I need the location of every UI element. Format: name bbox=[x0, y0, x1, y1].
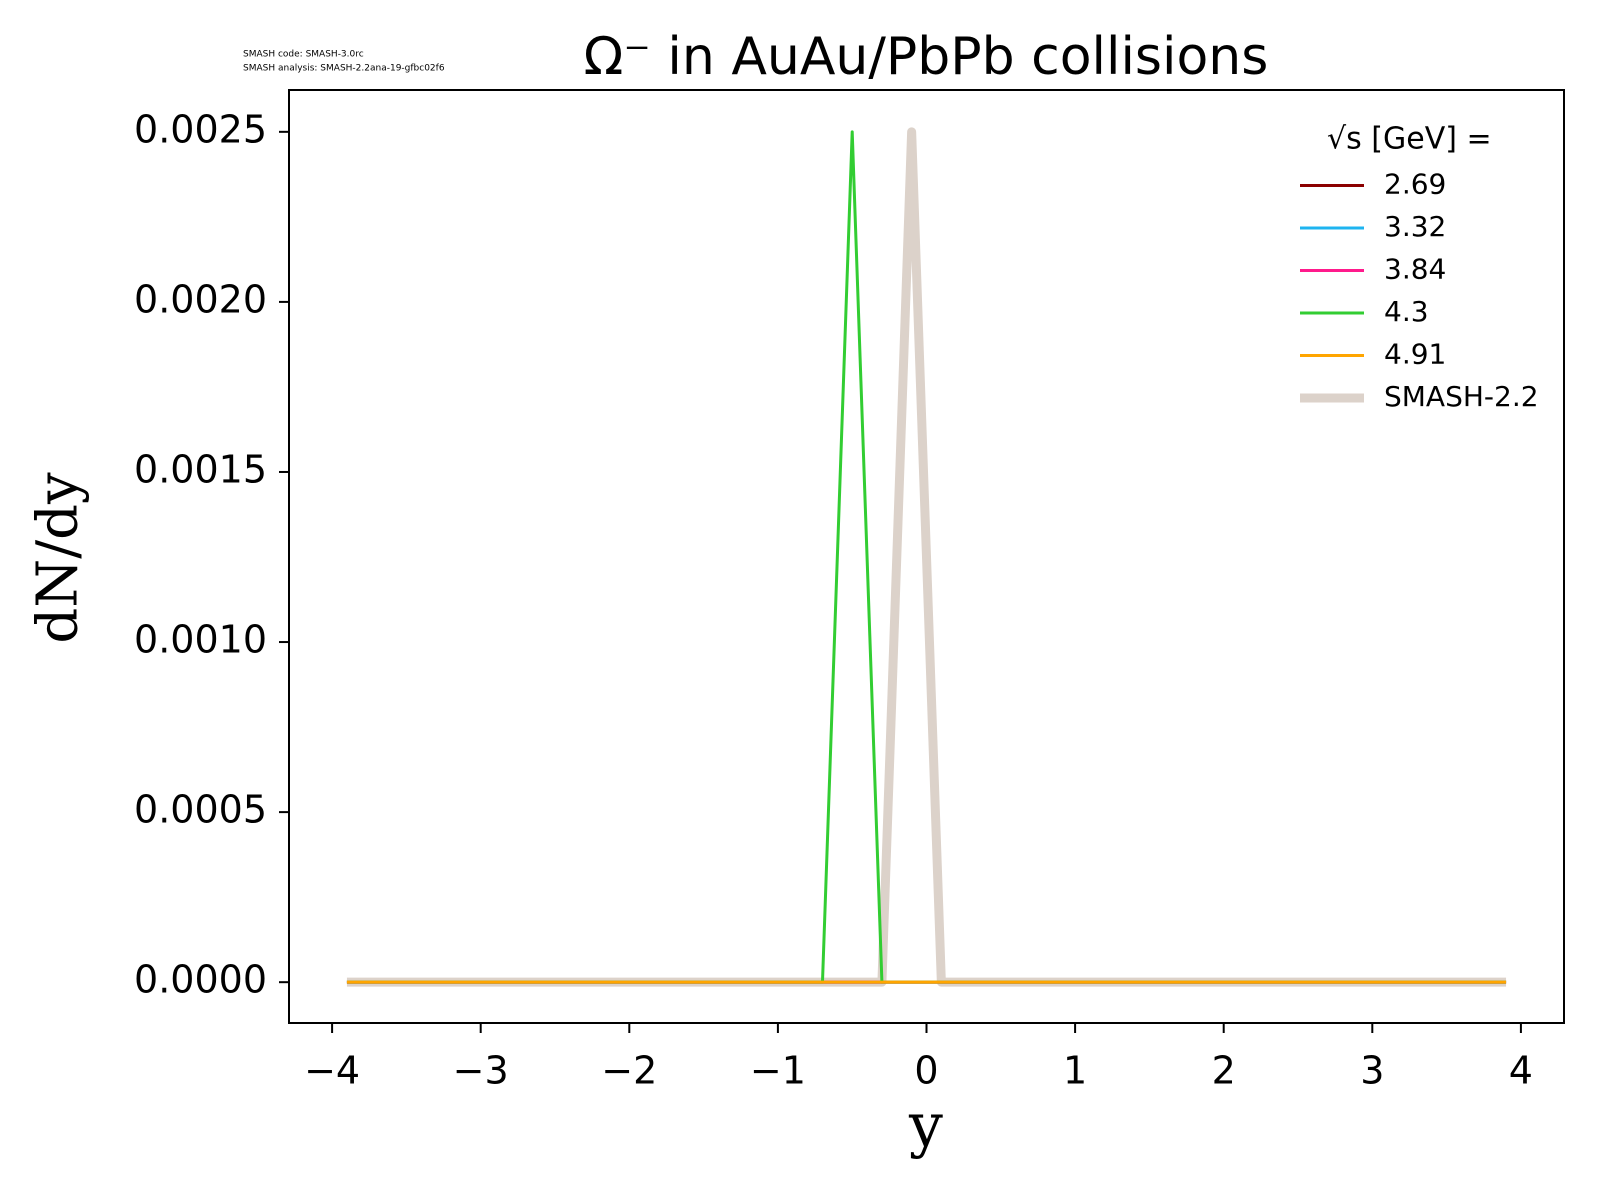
x-tick-label: −3 bbox=[453, 1049, 509, 1093]
y-tick-label: 0.0005 bbox=[134, 788, 267, 832]
x-tick-label: 1 bbox=[1063, 1049, 1087, 1093]
legend-label: SMASH-2.2 bbox=[1384, 380, 1539, 413]
x-tick-label: −4 bbox=[304, 1049, 360, 1093]
y-tick-label: 0.0010 bbox=[134, 618, 267, 662]
legend: √s [GeV] = 2.69 3.32 3.84 4.3 4.91 SMASH-2.2 bbox=[1300, 122, 1539, 413]
x-tick-label: 3 bbox=[1360, 1049, 1384, 1093]
legend-title: √s [GeV] = bbox=[1327, 122, 1492, 157]
y-tick-label: 0.0025 bbox=[134, 107, 267, 151]
y-axis-label: dN/dy bbox=[26, 472, 91, 644]
y-tick-label: 0.0015 bbox=[134, 447, 267, 491]
chart-title: Ω⁻ in AuAu/PbPb collisions bbox=[584, 27, 1269, 87]
legend-label: 3.32 bbox=[1384, 210, 1446, 243]
x-tick-label: 2 bbox=[1212, 1049, 1236, 1093]
x-axis-label: y bbox=[908, 1091, 943, 1161]
legend-label: 4.91 bbox=[1384, 338, 1446, 371]
legend-label: 2.69 bbox=[1384, 168, 1446, 201]
annotation: SMASH code: SMASH-3.0rc bbox=[243, 50, 364, 60]
legend-label: 3.84 bbox=[1384, 253, 1446, 286]
x-tick-label: 0 bbox=[914, 1049, 938, 1093]
x-tick-label: −2 bbox=[601, 1049, 657, 1093]
annotation: SMASH analysis: SMASH-2.2ana-19-gfbc02f6 bbox=[243, 64, 445, 74]
x-tick-label: 4 bbox=[1509, 1049, 1533, 1093]
x-tick-label: −1 bbox=[750, 1049, 806, 1093]
y-tick-label: 0.0020 bbox=[134, 277, 267, 321]
plot-frame bbox=[288, 89, 1565, 1024]
legend-label: 4.3 bbox=[1384, 295, 1429, 328]
y-tick-label: 0.0000 bbox=[134, 958, 267, 1002]
